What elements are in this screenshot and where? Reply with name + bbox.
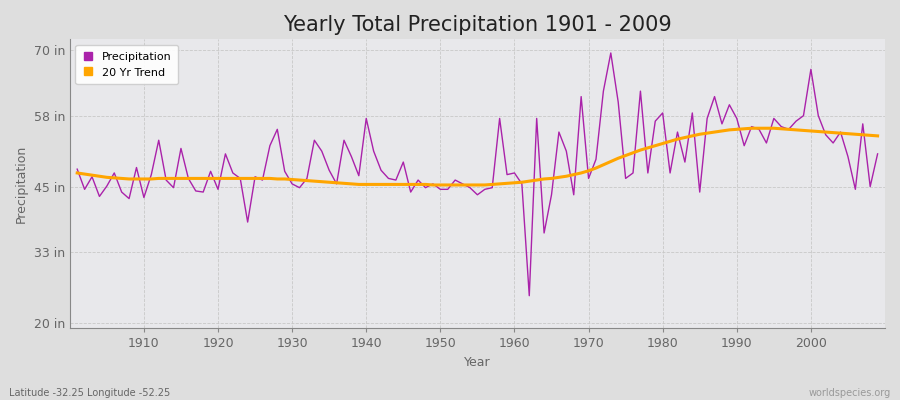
Text: worldspecies.org: worldspecies.org [809, 388, 891, 398]
Title: Yearly Total Precipitation 1901 - 2009: Yearly Total Precipitation 1901 - 2009 [283, 15, 671, 35]
X-axis label: Year: Year [464, 356, 491, 369]
Y-axis label: Precipitation: Precipitation [15, 145, 28, 223]
Text: Latitude -32.25 Longitude -52.25: Latitude -32.25 Longitude -52.25 [9, 388, 170, 398]
Legend: Precipitation, 20 Yr Trend: Precipitation, 20 Yr Trend [76, 45, 178, 84]
